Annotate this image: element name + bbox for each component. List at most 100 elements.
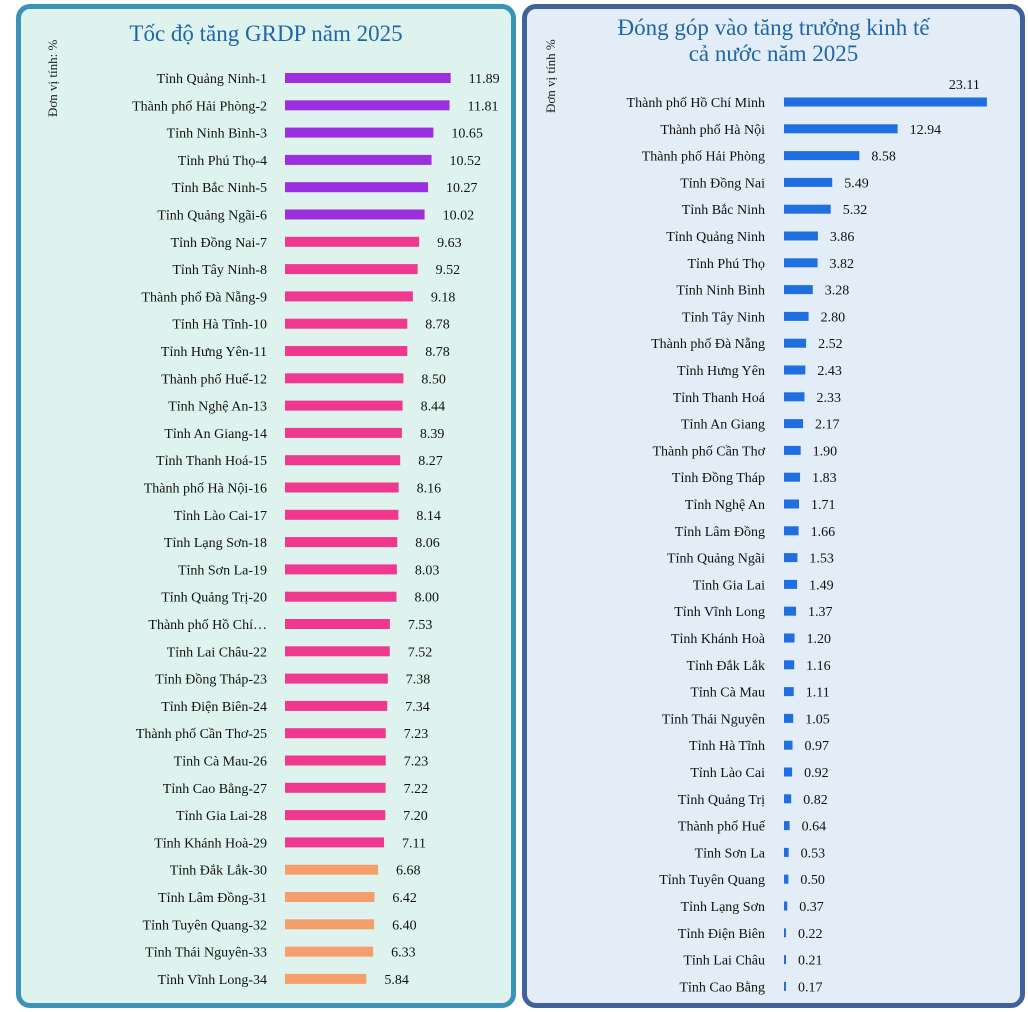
category-label: Tỉnh Đắk Lắk xyxy=(686,659,765,674)
bar xyxy=(285,373,404,384)
value-label: 8.00 xyxy=(414,591,439,606)
value-label: 1.90 xyxy=(813,444,838,459)
bar xyxy=(285,810,386,821)
category-label: Tỉnh Nghệ An xyxy=(685,498,765,513)
value-label: 0.53 xyxy=(801,846,826,861)
bar xyxy=(285,673,388,684)
category-label: Tỉnh Nghệ An-13 xyxy=(168,400,267,415)
category-label: Tỉnh An Giang-14 xyxy=(164,427,267,442)
value-label: 2.52 xyxy=(818,337,843,352)
value-label: 0.97 xyxy=(805,739,830,754)
value-label: 10.65 xyxy=(451,127,483,142)
category-label: Tỉnh Phú Thọ xyxy=(687,257,765,272)
category-label: Tỉnh Lạng Sơn xyxy=(681,900,765,915)
category-label: Tỉnh Vĩnh Long-34 xyxy=(158,973,267,988)
bar xyxy=(784,419,804,429)
category-label: Thành phố Cần Thơ-25 xyxy=(136,727,267,742)
bar xyxy=(784,821,790,831)
bar xyxy=(784,177,833,187)
bar xyxy=(784,579,798,589)
category-label: Thành phố Hồ Chí Minh xyxy=(627,96,765,111)
bar xyxy=(784,392,805,402)
category-label: Tỉnh Quảng Trị-20 xyxy=(161,591,267,606)
category-label: Tỉnh Lâm Đồng-31 xyxy=(158,891,267,906)
grdp-growth-panel: Tốc độ tăng GRDP năm 2025 Đơn vị tính: %… xyxy=(16,4,516,1008)
bar xyxy=(784,553,798,563)
bar xyxy=(784,338,807,348)
category-label: Tỉnh Điện Biên xyxy=(678,927,765,942)
bar xyxy=(285,154,432,165)
value-label: 8.27 xyxy=(418,454,443,469)
bar xyxy=(784,767,793,777)
category-label: Tỉnh Cao Bằng xyxy=(679,980,765,995)
bar xyxy=(784,258,818,268)
category-label: Tỉnh Quảng Ngãi xyxy=(667,552,765,567)
bar xyxy=(285,427,402,438)
bar xyxy=(285,973,367,984)
value-label: 6.33 xyxy=(391,946,416,961)
category-label: Tỉnh Hà Tĩnh xyxy=(689,739,765,754)
value-label: 7.23 xyxy=(404,727,429,742)
category-label: Tỉnh Hưng Yên-11 xyxy=(161,345,267,360)
chart-title-line-1: Đóng góp vào tăng trưởng kinh tế xyxy=(617,15,930,40)
bar xyxy=(784,874,789,884)
value-label: 2.33 xyxy=(816,391,841,406)
category-label: Tỉnh Đồng Nai-7 xyxy=(171,236,267,251)
value-label: 3.86 xyxy=(830,230,855,245)
chart-title: Tốc độ tăng GRDP năm 2025 xyxy=(129,21,403,46)
value-label: 8.50 xyxy=(421,372,446,387)
category-label: Tỉnh Quảng Ninh-1 xyxy=(157,72,267,87)
value-label: 2.80 xyxy=(821,310,846,325)
value-label: 12.94 xyxy=(910,123,942,138)
value-label: 0.17 xyxy=(798,980,823,995)
value-label: 5.49 xyxy=(844,176,869,191)
value-label: 2.43 xyxy=(817,364,842,379)
value-label: 0.92 xyxy=(804,766,829,781)
value-label: 23.11 xyxy=(949,78,980,93)
category-label: Tỉnh Gia Lai xyxy=(693,578,765,593)
bar xyxy=(784,606,797,616)
value-label: 1.66 xyxy=(811,525,836,540)
bar xyxy=(285,537,398,548)
bar xyxy=(784,365,806,375)
bar xyxy=(285,782,386,793)
value-label: 0.50 xyxy=(800,873,825,888)
category-label: Tỉnh Ninh Bình-3 xyxy=(167,127,267,142)
value-label: 1.53 xyxy=(809,552,834,567)
bar xyxy=(285,591,397,602)
value-label: 8.03 xyxy=(415,563,440,578)
contribution-chart: Thành phố Hồ Chí Minh 23.11 Thành phố Hà N… xyxy=(627,78,987,995)
category-label: Thành phố Hồ Chí… xyxy=(148,618,267,633)
value-label: 1.37 xyxy=(808,605,833,620)
category-label: Thành phố Hà Nội xyxy=(660,123,765,138)
category-label: Tỉnh An Giang xyxy=(681,418,765,433)
bar xyxy=(784,472,801,482)
category-label: Tỉnh Đắk Lắk-30 xyxy=(170,864,267,879)
value-label: 0.37 xyxy=(799,900,824,915)
category-label: Tỉnh Sơn La xyxy=(695,846,766,861)
bar xyxy=(285,127,434,138)
bar xyxy=(285,209,425,220)
bar xyxy=(784,499,800,509)
bar xyxy=(285,728,386,739)
value-label: 1.49 xyxy=(809,578,834,593)
bar xyxy=(784,151,860,161)
bar xyxy=(285,700,388,711)
value-label: 6.42 xyxy=(392,891,417,906)
bar xyxy=(784,981,786,991)
bar xyxy=(784,633,795,643)
category-label: Tỉnh Đồng Tháp-23 xyxy=(155,673,267,688)
value-label: 7.52 xyxy=(408,645,433,660)
value-label: 10.02 xyxy=(443,209,475,224)
bar xyxy=(285,755,386,766)
value-label: 0.22 xyxy=(798,927,823,942)
category-label: Tỉnh Lâm Đồng xyxy=(675,525,765,540)
bar xyxy=(784,955,786,965)
category-label: Thành phố Huế-12 xyxy=(161,372,267,387)
value-label: 1.05 xyxy=(805,712,830,727)
category-label: Tỉnh Bắc Ninh-5 xyxy=(172,181,267,196)
value-label: 6.40 xyxy=(392,918,417,933)
category-label: Tỉnh Đồng Nai xyxy=(680,176,765,191)
bar xyxy=(784,97,987,107)
value-label: 9.52 xyxy=(436,263,461,278)
